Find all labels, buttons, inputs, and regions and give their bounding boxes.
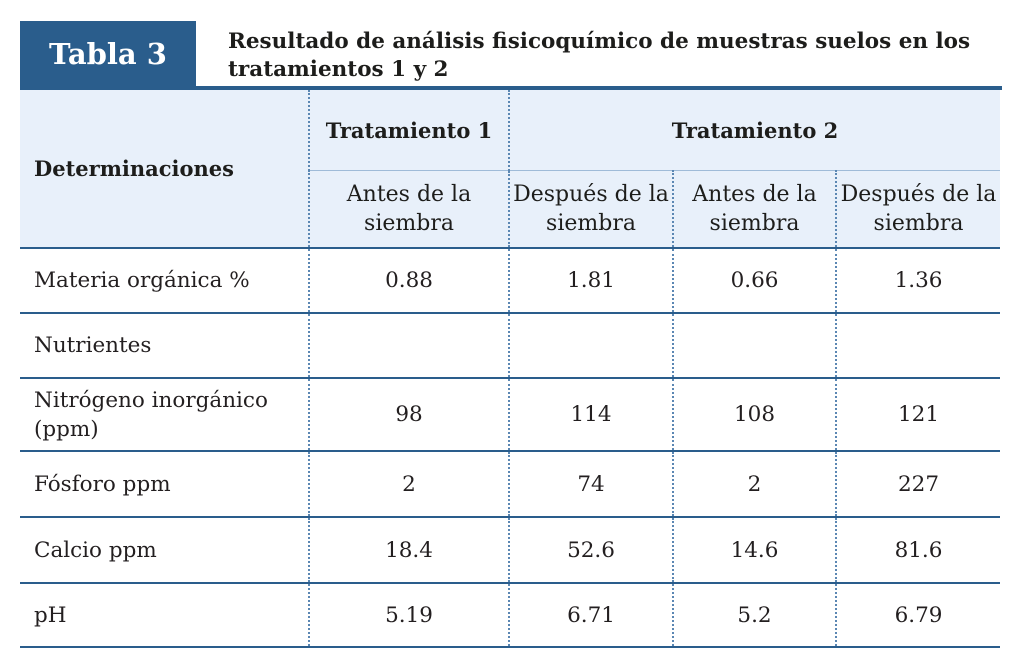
table-cell: 6.79 (894, 602, 943, 628)
table-number-badge: Tabla 3 (20, 21, 196, 87)
table-cell: 1.81 (509, 248, 674, 313)
table-cell: 1.36 (894, 268, 943, 293)
table-cell: 114 (509, 378, 674, 451)
table-cell (673, 313, 837, 378)
table-cell: 18.4 (309, 517, 510, 583)
table-cell (836, 313, 1000, 378)
row-label: Calcio ppm (20, 517, 310, 583)
table-cell: 108 (673, 378, 837, 451)
subheader-t1-despues: Después de la siembra (509, 170, 674, 249)
table-cell: 14.6 (673, 517, 837, 583)
table-cell: 0.88 (309, 248, 510, 313)
table-cell: 52.6 (509, 517, 674, 583)
table-row: pH 5.19 6.71 5.2 6.79 (20, 583, 1001, 647)
table-cell: 81.6 (894, 537, 943, 563)
subheader-t2-antes: Antes de la siembra (673, 170, 837, 249)
table-cell (309, 313, 510, 378)
table-cell: 5.19 (309, 583, 510, 647)
table-cell: 74 (509, 451, 674, 517)
table-row: Materia orgánica % 0.88 1.81 0.66 1.36 (20, 248, 1001, 313)
row-label: Materia orgánica % (20, 248, 310, 313)
row-label: Fósforo ppm (20, 451, 310, 517)
table-cell: 121 (897, 402, 940, 427)
row-label: Nitrógeno inorgánico (ppm) (20, 378, 310, 451)
table-cell: 98 (309, 378, 510, 451)
table-cell: 5.2 (673, 583, 837, 647)
results-table: Determinaciones Tratamiento 1 Tratamient… (20, 90, 1001, 648)
row-label: pH (20, 583, 310, 647)
table-row: Nitrógeno inorgánico (ppm) 98 114 108 12… (20, 378, 1001, 451)
table-row: Fósforo ppm 2 74 2 227 (20, 451, 1001, 517)
subheader-t2-despues: Después de la siembra (836, 170, 1001, 249)
title-divider (20, 86, 1002, 90)
table-cell: 0.66 (673, 248, 837, 313)
table-title: Resultado de análisis fisicoquímico de m… (228, 29, 971, 82)
table-row: Nutrientes (20, 313, 1001, 378)
table-cell: 227 (897, 471, 940, 497)
table-cell: 2 (673, 451, 837, 517)
subheader-t1-antes: Antes de la siembra (309, 170, 510, 249)
row-label: Nutrientes (20, 313, 310, 378)
table-cell (509, 313, 674, 378)
group-header-tratamiento-2: Tratamiento 2 (509, 90, 1001, 171)
table-cell: 2 (309, 451, 510, 517)
table-row: Calcio ppm 18.4 52.6 14.6 81.6 (20, 517, 1001, 583)
table-number: Tabla 3 (49, 37, 167, 71)
group-header-tratamiento-1: Tratamiento 1 (309, 90, 510, 171)
column-header-determinaciones: Determinaciones (20, 90, 310, 249)
table-cell: 6.71 (509, 583, 674, 647)
